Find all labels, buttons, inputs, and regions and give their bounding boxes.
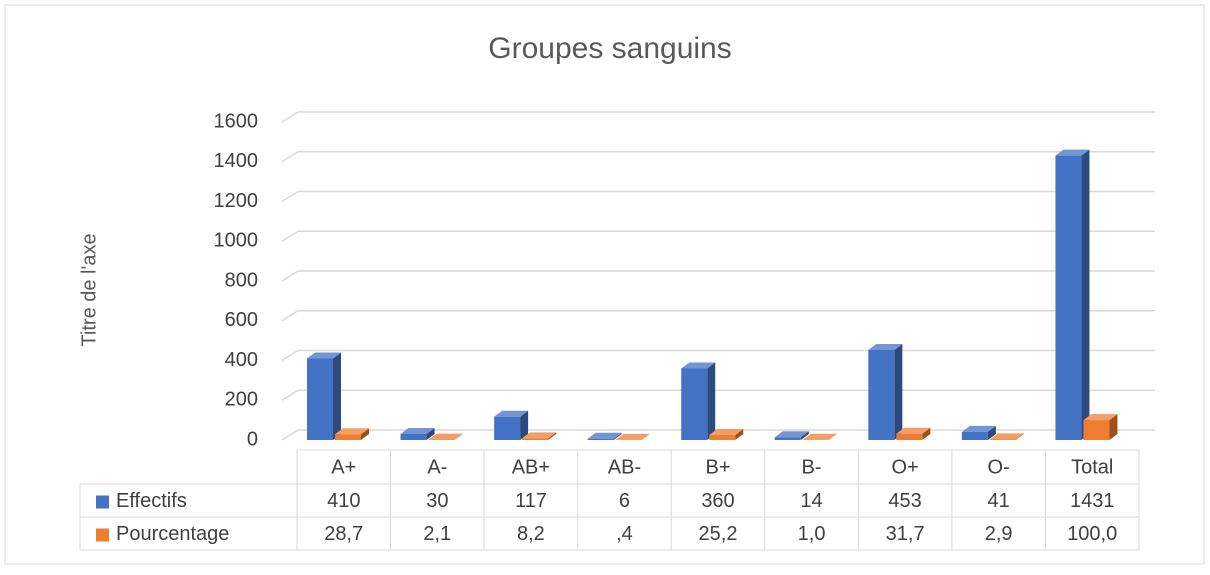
bar-front	[307, 359, 333, 440]
legend-swatch	[96, 496, 109, 509]
table-cell: ,4	[616, 523, 633, 545]
bar-front	[868, 350, 894, 440]
bar-front	[1083, 420, 1109, 440]
table-cell: 31,7	[886, 523, 925, 545]
y-tick-label: 1000	[214, 230, 259, 252]
table-cell: 25,2	[699, 523, 738, 545]
bar-front	[335, 434, 361, 440]
bar-front	[709, 435, 735, 440]
y-tick-label: 1600	[214, 110, 259, 132]
bar-side	[707, 362, 715, 440]
table-cell: 117	[515, 490, 547, 512]
bar-side	[894, 344, 902, 440]
bar-front	[494, 417, 520, 440]
bar	[494, 411, 528, 440]
x-tick-label: B-	[802, 456, 822, 478]
bar-side	[333, 353, 341, 440]
table-cell: 14	[800, 490, 822, 512]
x-tick-label: O+	[891, 456, 918, 478]
bar-front	[896, 434, 922, 440]
table-cell: 360	[701, 490, 734, 512]
bar	[868, 344, 902, 440]
y-tick-label: 400	[225, 349, 258, 371]
x-tick-label: B+	[705, 456, 730, 478]
chart-title: Groupes sanguins	[488, 32, 732, 65]
bar	[681, 362, 715, 440]
x-tick-label: Total	[1071, 456, 1113, 478]
bar-side	[1081, 150, 1089, 440]
y-axis-title: Titre de l'axe	[78, 233, 100, 346]
table-cell: 41	[988, 490, 1010, 512]
y-tick-label: 1200	[214, 190, 259, 212]
table-cell: 100,0	[1067, 523, 1117, 545]
legend-label: Effectifs	[116, 490, 187, 512]
bar-front	[522, 438, 548, 440]
y-tick-label: 200	[225, 389, 258, 411]
table-cell: 2,1	[423, 523, 451, 545]
x-tick-label: AB-	[608, 456, 641, 478]
bar-front	[962, 432, 988, 440]
x-tick-label: A+	[331, 456, 356, 478]
bar-front	[401, 434, 427, 440]
x-tick-label: AB+	[512, 456, 550, 478]
y-tick-label: 0	[247, 428, 258, 450]
legend-label: Pourcentage	[116, 523, 229, 545]
legend-swatch	[96, 529, 109, 542]
chart-border	[5, 5, 1204, 564]
bar-front	[1055, 156, 1081, 440]
table-cell: 2,9	[985, 523, 1013, 545]
bar	[307, 353, 341, 440]
table-cell: 28,7	[324, 523, 363, 545]
bar-front	[588, 439, 614, 440]
table-cell: 30	[426, 490, 448, 512]
table-cell: 8,2	[517, 523, 545, 545]
bar-front	[681, 368, 707, 440]
table-cell: 453	[888, 490, 921, 512]
y-tick-label: 800	[225, 269, 258, 291]
bar	[1055, 150, 1089, 440]
table-cell: 1,0	[798, 523, 826, 545]
y-tick-label: 1400	[214, 150, 259, 172]
x-tick-label: A-	[427, 456, 447, 478]
x-tick-label: O-	[988, 456, 1010, 478]
table-cell: 6	[619, 490, 630, 512]
bar-front	[990, 439, 1016, 440]
table-cell: 1431	[1070, 490, 1115, 512]
y-tick-label: 600	[225, 309, 258, 331]
bar	[1083, 414, 1117, 440]
bar-front	[775, 437, 801, 440]
table-cell: 410	[327, 490, 360, 512]
